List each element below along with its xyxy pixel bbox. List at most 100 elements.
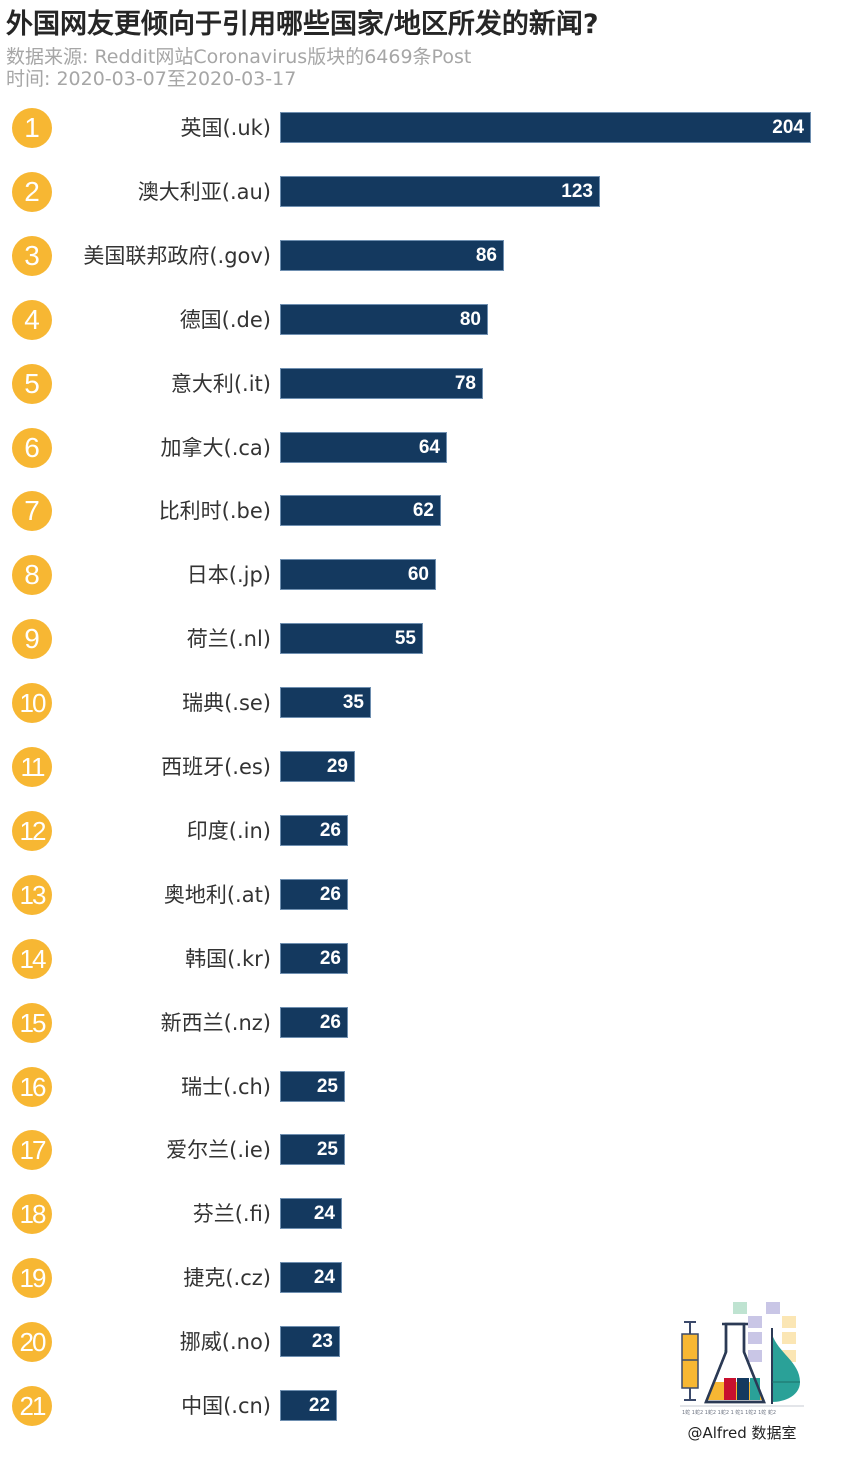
category-label: 韩国(.kr) xyxy=(185,947,271,971)
category-label: 英国(.uk) xyxy=(180,116,271,140)
bar: 23 xyxy=(280,1326,340,1357)
bar: 24 xyxy=(280,1198,342,1229)
bar-value-label: 26 xyxy=(319,820,341,841)
bar-value-label: 60 xyxy=(407,564,429,585)
category-label: 瑞典(.se) xyxy=(182,691,271,715)
rank-badge: 14 xyxy=(12,939,52,979)
rank-badge: 11 xyxy=(12,747,52,787)
bar: 62 xyxy=(280,495,441,526)
bar: 26 xyxy=(280,815,348,846)
rank-badge: 10 xyxy=(12,683,52,723)
bar-value-label: 26 xyxy=(319,948,341,969)
bar-value-label: 24 xyxy=(313,1203,335,1224)
chart-row: 12 印度(.in) 26 xyxy=(0,811,857,851)
chart-title: 外国网友更倾向于引用哪些国家/地区所发的新闻? xyxy=(6,9,599,40)
bar-value-label: 55 xyxy=(394,628,416,649)
bar: 24 xyxy=(280,1262,342,1293)
bar-value-label: 26 xyxy=(319,1012,341,1033)
bar: 26 xyxy=(280,1007,348,1038)
chart-row: 16 瑞士(.ch) 25 xyxy=(0,1067,857,1107)
logo-caption: @Alfred 数据室 xyxy=(687,1424,797,1442)
chart-row: 13 奥地利(.at) 26 xyxy=(0,875,857,915)
rank-badge: 6 xyxy=(12,428,52,468)
chart-row: 11 西班牙(.es) 29 xyxy=(0,747,857,787)
bar: 123 xyxy=(280,176,600,207)
bar: 22 xyxy=(280,1390,337,1421)
rank-badge: 5 xyxy=(12,364,52,404)
category-label: 比利时(.be) xyxy=(158,499,271,523)
bar: 29 xyxy=(280,751,355,782)
chart-row: 3 美国联邦政府(.gov) 86 xyxy=(0,236,857,276)
bar: 25 xyxy=(280,1134,345,1165)
bar-value-label: 24 xyxy=(313,1267,335,1288)
bar-value-label: 78 xyxy=(454,373,476,394)
bar-value-label: 35 xyxy=(342,692,364,713)
bar-value-label: 25 xyxy=(316,1139,338,1160)
rank-badge: 20 xyxy=(12,1322,52,1362)
chart-row: 5 意大利(.it) 78 xyxy=(0,364,857,404)
svg-text:1蛇 1蛇2 1蛇2 1蛇2 1 蛇1 1蛇2 1蛇 蛇2: 1蛇 1蛇2 1蛇2 1蛇2 1 蛇1 1蛇2 1蛇 蛇2 xyxy=(682,1409,776,1416)
rank-badge: 17 xyxy=(12,1130,52,1170)
rank-badge: 18 xyxy=(12,1194,52,1234)
bar: 80 xyxy=(280,304,488,335)
category-label: 德国(.de) xyxy=(179,308,271,332)
rank-badge: 19 xyxy=(12,1258,52,1298)
chart-row: 9 荷兰(.nl) 55 xyxy=(0,619,857,659)
time-range: 时间: 2020-03-07至2020-03-17 xyxy=(6,68,297,90)
rank-badge: 8 xyxy=(12,555,52,595)
category-label: 挪威(.no) xyxy=(179,1330,271,1354)
chart-row: 18 芬兰(.fi) 24 xyxy=(0,1194,857,1234)
chart-row: 15 新西兰(.nz) 26 xyxy=(0,1003,857,1043)
bar-value-label: 62 xyxy=(412,500,434,521)
category-label: 芬兰(.fi) xyxy=(192,1202,271,1226)
chart-row: 14 韩国(.kr) 26 xyxy=(0,939,857,979)
bar-value-label: 80 xyxy=(459,309,481,330)
bar: 78 xyxy=(280,368,483,399)
data-source: 数据来源: Reddit网站Coronavirus版块的6469条Post xyxy=(6,46,472,68)
category-label: 瑞士(.ch) xyxy=(181,1075,271,1099)
chart-row: 1 英国(.uk) 204 xyxy=(0,108,857,148)
rank-badge: 2 xyxy=(12,172,52,212)
rank-badge: 13 xyxy=(12,875,52,915)
bar: 35 xyxy=(280,687,371,718)
rank-badge: 15 xyxy=(12,1003,52,1043)
chart-row: 7 比利时(.be) 62 xyxy=(0,491,857,531)
bar: 86 xyxy=(280,240,504,271)
rank-badge: 12 xyxy=(12,811,52,851)
rank-badge: 9 xyxy=(12,619,52,659)
category-label: 捷克(.cz) xyxy=(183,1266,271,1290)
category-label: 爱尔兰(.ie) xyxy=(166,1138,271,1162)
bar: 26 xyxy=(280,943,348,974)
chart-row: 8 日本(.jp) 60 xyxy=(0,555,857,595)
bar-value-label: 26 xyxy=(319,884,341,905)
chart-row: 19 捷克(.cz) 24 xyxy=(0,1258,857,1298)
chart-row: 21 中国(.cn) 22 xyxy=(0,1386,857,1426)
rank-badge: 1 xyxy=(12,108,52,148)
chart-row: 20 挪威(.no) 23 xyxy=(0,1322,857,1362)
bar: 55 xyxy=(280,623,423,654)
bar-value-label: 23 xyxy=(311,1331,333,1352)
category-label: 新西兰(.nz) xyxy=(160,1011,271,1035)
bar: 25 xyxy=(280,1071,345,1102)
lab-flask-chart-icon: 1蛇 1蛇2 1蛇2 1蛇2 1 蛇1 1蛇2 1蛇 蛇2 xyxy=(680,1302,804,1416)
category-label: 澳大利亚(.au) xyxy=(137,180,271,204)
rank-badge: 3 xyxy=(12,236,52,276)
rank-badge: 7 xyxy=(12,491,52,531)
category-label: 日本(.jp) xyxy=(186,563,271,587)
category-label: 美国联邦政府(.gov) xyxy=(83,244,271,268)
bar-value-label: 22 xyxy=(308,1395,330,1416)
category-label: 印度(.in) xyxy=(186,819,271,843)
category-label: 奥地利(.at) xyxy=(163,883,271,907)
category-label: 意大利(.it) xyxy=(170,372,271,396)
bar-value-label: 25 xyxy=(316,1076,338,1097)
chart-row: 10 瑞典(.se) 35 xyxy=(0,683,857,723)
category-label: 荷兰(.nl) xyxy=(186,627,271,651)
rank-badge: 16 xyxy=(12,1067,52,1107)
bar-value-label: 86 xyxy=(475,245,497,266)
logo: 1蛇 1蛇2 1蛇2 1蛇2 1 蛇1 1蛇2 1蛇 蛇2 @Alfred 数据… xyxy=(678,1298,806,1448)
category-label: 加拿大(.ca) xyxy=(160,436,271,460)
bar: 64 xyxy=(280,432,447,463)
bar-value-label: 64 xyxy=(418,437,440,458)
bar-value-label: 29 xyxy=(326,756,348,777)
chart-row: 17 爱尔兰(.ie) 25 xyxy=(0,1130,857,1170)
